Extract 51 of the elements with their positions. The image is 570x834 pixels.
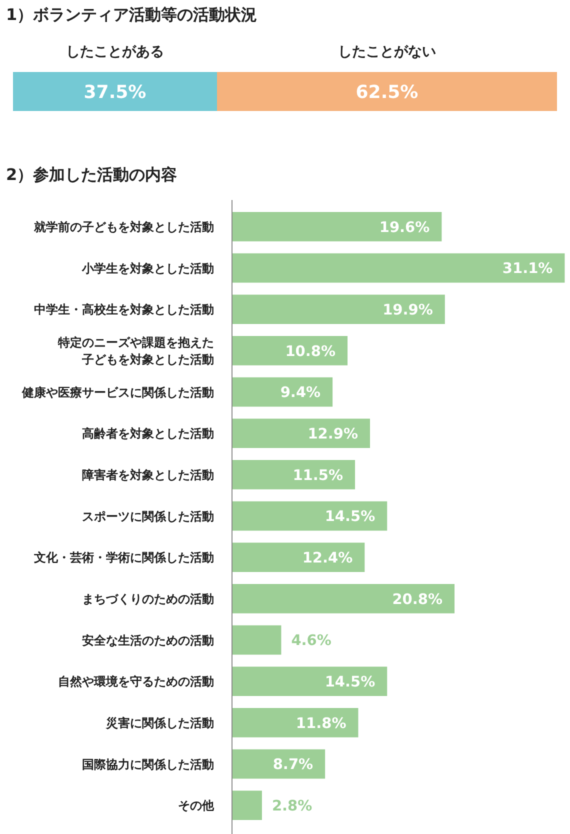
y-tick-label: 安全な生活のための活動 (82, 633, 214, 648)
data-label: 19.6% (379, 220, 430, 236)
bar (232, 666, 388, 696)
y-tick-label: 特定のニーズや課題を抱えた子どもを対象とした活動 (57, 336, 214, 367)
text: 2）参加した活動の内容 (6, 165, 178, 184)
y-tick-label: 災害に関係した活動 (105, 716, 214, 730)
chart-title: 1）ボランティア活動等の活動状況 (6, 5, 258, 24)
data-label: 62.5% (356, 82, 418, 103)
bar (232, 501, 388, 531)
data-label: 11.5% (292, 468, 344, 484)
bar (232, 584, 455, 614)
bar (232, 253, 565, 283)
y-tick-label: スポーツに関係した活動 (82, 509, 214, 524)
y-tick-label: 中学生・高校生を対象とした活動 (34, 302, 214, 317)
bar (232, 377, 333, 407)
y-tick-label: 就学前の子どもを対象とした活動 (33, 220, 214, 234)
y-tick-label: 高齢者を対象とした活動 (82, 426, 214, 441)
bar (232, 790, 262, 820)
bar (232, 708, 358, 738)
data-label: 11.8% (296, 716, 347, 732)
y-tick-label: その他 (178, 798, 215, 813)
bar (232, 542, 365, 572)
y-tick-label: 自然や環境を守るための活動 (58, 674, 214, 689)
data-label: 12.4% (302, 550, 354, 567)
data-label: 2.8% (272, 798, 313, 815)
data-label: 20.8% (392, 592, 443, 608)
y-tick-label: 小学生を対象とした活動 (81, 261, 214, 276)
y-tick-label: 国際協力に関係した活動 (82, 757, 214, 772)
data-label: 31.1% (502, 261, 554, 278)
y-tick-label: 文化・芸術・学術に関係した活動 (33, 550, 214, 565)
bar (232, 749, 326, 779)
series-label: したことがある (66, 44, 164, 60)
y-tick-label: まちづくりのための活動 (82, 592, 214, 606)
series-label: したことがない (338, 44, 436, 60)
data-label: 9.4% (280, 385, 322, 402)
data-label: 19.9% (382, 302, 434, 319)
bar (232, 460, 356, 490)
data-label: 8.7% (272, 757, 314, 774)
y-tick-label: 健康や医療サービスに関係した活動 (21, 385, 214, 400)
data-label: 12.9% (308, 426, 358, 443)
bar (232, 418, 370, 448)
bar (232, 294, 445, 324)
data-label: 14.5% (324, 509, 376, 526)
data-label: 37.5% (84, 82, 146, 103)
bar (232, 625, 282, 655)
data-label: 4.6% (291, 633, 332, 650)
bar (232, 336, 348, 366)
y-tick-label: 障害者を対象とした活動 (82, 468, 214, 482)
data-label: 14.5% (324, 674, 376, 691)
bar (232, 212, 442, 242)
data-label: 10.8% (285, 344, 336, 360)
